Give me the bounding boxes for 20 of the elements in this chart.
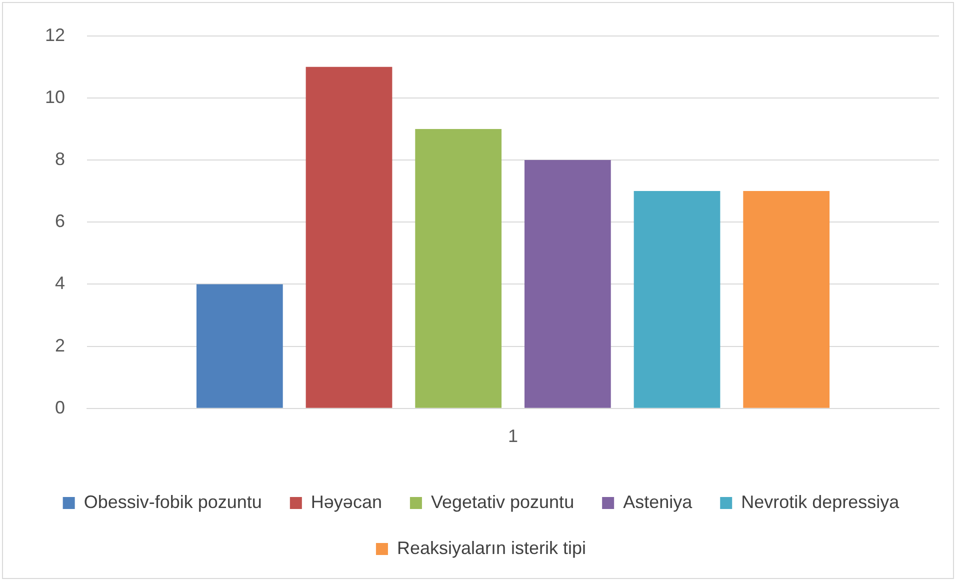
bar (415, 128, 502, 408)
legend-label: Reaksiyaların isterik tipi (396, 538, 586, 558)
y-tick-label: 6 (55, 211, 66, 232)
bar (196, 284, 283, 408)
y-tick-label: 2 (55, 335, 66, 356)
legend-label: Vegetativ pozuntu (430, 492, 574, 512)
legend-label: Nevrotik depressiya (741, 492, 900, 512)
bar (743, 191, 830, 408)
y-tick-label: 12 (44, 24, 66, 45)
y-tick-label: 4 (55, 273, 66, 294)
bar (634, 191, 720, 408)
y-tick-label: 10 (44, 86, 66, 107)
legend-label: Asteniya (623, 492, 694, 512)
bar (524, 160, 611, 408)
bar (306, 66, 392, 408)
y-tick-label: 8 (55, 148, 66, 169)
legend-label: Həyəcan (310, 492, 382, 512)
legend-label: Obessiv-fobik pozuntu (84, 492, 262, 512)
y-tick-label: 0 (55, 397, 66, 418)
x-tick-label: 1 (508, 426, 518, 446)
